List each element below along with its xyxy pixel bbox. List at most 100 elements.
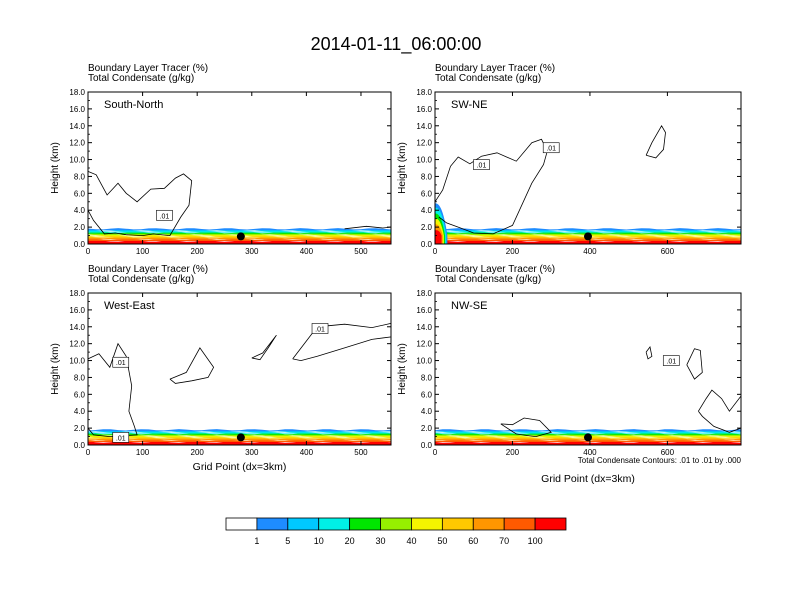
y-tick-label: 0.0 [74, 240, 86, 249]
y-tick-label: 2.0 [74, 223, 86, 232]
panel-field-label: Boundary Layer Tracer (%) [88, 264, 208, 275]
tracer-band [88, 235, 391, 238]
contour-label: .01 [116, 360, 126, 367]
colorbar-cell [256, 517, 289, 531]
panel-west-east: Boundary Layer Tracer (%)Total Condensat… [50, 264, 392, 473]
x-tick-label: 600 [661, 247, 675, 256]
y-tick-label: 14.0 [69, 122, 85, 131]
x-tick-label: 0 [86, 448, 91, 457]
tracer-band [435, 431, 741, 434]
contour-label: .01 [160, 213, 170, 220]
y-tick-label: 16.0 [416, 105, 432, 114]
contour-label: .01 [546, 146, 556, 153]
y-tick-label: 6.0 [421, 189, 433, 198]
contour-label-box [156, 209, 173, 221]
condensate-contour [434, 138, 548, 235]
contour-label-box [311, 323, 329, 334]
y-tick-label: 18.0 [69, 289, 85, 298]
contour-label: .01 [477, 163, 487, 170]
colorbar-label: 1 [254, 536, 259, 546]
condensate-contour [292, 322, 392, 362]
contour-label: .01 [116, 435, 126, 442]
colorbar-cell [411, 517, 443, 531]
y-axis-label: Height (km) [50, 142, 61, 194]
panel-name: West-East [104, 300, 155, 312]
tracer-band [435, 228, 741, 231]
tracer-band [435, 441, 741, 445]
x-tick-label: 0 [86, 247, 91, 256]
y-tick-label: 10.0 [69, 357, 85, 366]
colorbar-label: 5 [285, 536, 290, 546]
tracer-band [435, 229, 741, 232]
panel-field-label: Boundary Layer Tracer (%) [435, 264, 555, 275]
y-tick-label: 18.0 [416, 289, 432, 298]
colorbar-cell [287, 517, 320, 531]
y-tick-label: 8.0 [74, 373, 86, 382]
x-tick-label: 0 [433, 247, 438, 256]
tracer-band [88, 228, 391, 231]
colorbar-label: 20 [345, 536, 355, 546]
y-tick-label: 14.0 [69, 323, 85, 332]
location-marker [584, 232, 592, 241]
colorbar-label: 50 [437, 536, 447, 546]
y-tick-label: 10.0 [416, 357, 432, 366]
y-tick-label: 12.0 [69, 340, 85, 349]
x-tick-label: 100 [136, 247, 150, 256]
location-marker [236, 232, 245, 241]
y-tick-label: 2.0 [421, 424, 433, 433]
tracer-band [88, 240, 391, 244]
y-tick-label: 6.0 [74, 390, 86, 399]
contour-note: Total Condensate Contours: .01 to .01 by… [578, 456, 742, 465]
contour-label-box [112, 356, 130, 368]
tracer-band [435, 240, 741, 244]
contour-label-box [112, 432, 130, 443]
condensate-contour [500, 417, 552, 438]
y-tick-label: 4.0 [421, 206, 433, 215]
y-tick-label: 6.0 [74, 189, 86, 198]
condensate-contour [344, 225, 392, 230]
colorbar-cell [472, 517, 505, 531]
plot-frame [87, 91, 392, 245]
x-tick-label: 200 [191, 247, 205, 256]
panel-contour-label: Total Condensate (g/kg) [88, 73, 194, 84]
condensate-contour [645, 125, 666, 159]
y-tick-label: 12.0 [416, 340, 432, 349]
y-tick-label: 10.0 [69, 156, 85, 165]
x-tick-label: 400 [300, 448, 314, 457]
y-tick-label: 14.0 [416, 122, 432, 131]
tracer-band [435, 235, 741, 238]
condensate-contour [686, 348, 703, 380]
condensate-contour [169, 347, 215, 384]
contour-label-box [542, 142, 560, 154]
x-tick-label: 600 [661, 448, 675, 457]
x-tick-label: 300 [245, 247, 259, 256]
panel-contour-label: Total Condensate (g/kg) [435, 274, 541, 285]
y-tick-label: 10.0 [416, 156, 432, 165]
panel-south-north: Boundary Layer Tracer (%)Total Condensat… [50, 63, 392, 256]
x-axis-label: Grid Point (dx=3km) [541, 473, 635, 485]
y-axis-label: Height (km) [50, 343, 61, 395]
colorbar-label: 70 [499, 536, 509, 546]
x-tick-label: 100 [136, 448, 150, 457]
tracer-band [435, 429, 741, 432]
plot-frame [434, 292, 742, 446]
x-tick-label: 200 [191, 448, 205, 457]
panel-field-label: Boundary Layer Tracer (%) [435, 63, 555, 74]
tracer-band [88, 431, 391, 434]
panel-field-label: Boundary Layer Tracer (%) [88, 63, 208, 74]
tracer-band [88, 438, 391, 441]
y-tick-label: 12.0 [69, 139, 85, 148]
tracer-band [88, 441, 391, 445]
condensate-contour [645, 346, 653, 360]
x-tick-label: 300 [245, 448, 259, 457]
y-tick-label: 12.0 [416, 139, 432, 148]
y-tick-label: 16.0 [416, 306, 432, 315]
colorbar-label: 10 [314, 536, 324, 546]
condensate-contour [251, 334, 277, 361]
colorbar-label: 100 [528, 536, 543, 546]
tracer-band [88, 430, 391, 433]
colorbar-cell [318, 517, 351, 531]
colorbar-cell [503, 517, 536, 531]
tracer-blob [435, 230, 442, 244]
